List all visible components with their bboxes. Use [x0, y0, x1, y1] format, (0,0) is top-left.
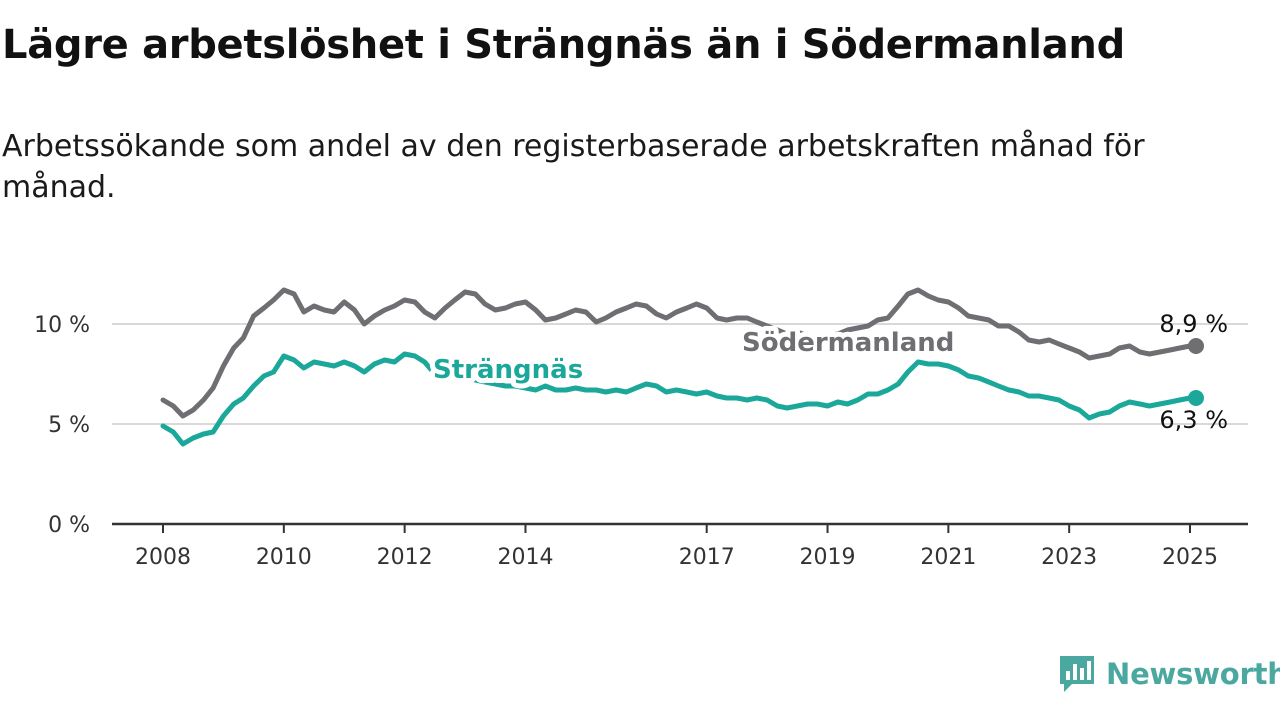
series-end-label-sodermanland: 8,9 % [1159, 310, 1228, 338]
x-tick-label: 2019 [800, 545, 856, 570]
series-line-sodermanland [160, 287, 1193, 419]
y-axis: 0 % 5 % 10 % [34, 313, 90, 538]
x-axis: 2008 2010 2012 2014 2017 2019 2021 2023 2025 [112, 522, 1248, 570]
x-tick-label: 2017 [679, 545, 735, 570]
series-end-label-strangnas: 6,3 % [1159, 406, 1228, 434]
series-name-halo-strangnas: Strängnäs [433, 355, 583, 385]
series-end-marker-strangnas [1188, 390, 1204, 406]
series-name-label-strangnas: Strängnäs [433, 355, 583, 385]
x-tick-label: 2012 [377, 545, 433, 570]
chart-title: Lägre arbetslöshet i Strängnäs än i Söde… [2, 22, 1125, 68]
x-tick-label: 2023 [1041, 545, 1097, 570]
newsworthy-logo-text: Newsworthy [1106, 657, 1280, 691]
newsworthy-logo[interactable]: Newsworthy [1058, 654, 1280, 694]
newsworthy-logo-icon [1060, 656, 1094, 692]
series-name-halo-sodermanland: Södermanland [742, 328, 954, 358]
y-tick-label: 5 % [48, 413, 90, 438]
chart-subtitle: Arbetssökande som andel av den registerb… [2, 129, 1145, 205]
x-tick-label: 2014 [497, 545, 553, 570]
series-lines [160, 287, 1204, 447]
x-tick-label: 2010 [256, 545, 312, 570]
x-tick-label: 2008 [135, 545, 191, 570]
grid-lines [112, 323, 1248, 425]
y-tick-label: 10 % [34, 313, 90, 338]
x-tick-label: 2025 [1162, 545, 1218, 570]
series-name-label-sodermanland: Södermanland [742, 328, 954, 358]
series-labels: 8,9 %6,3 %SödermanlandSödermanlandSträng… [428, 310, 1228, 434]
y-tick-label: 0 % [48, 513, 90, 538]
series-line-strangnas [160, 351, 1193, 447]
series-end-marker-sodermanland [1188, 338, 1204, 354]
x-tick-label: 2021 [920, 545, 976, 570]
